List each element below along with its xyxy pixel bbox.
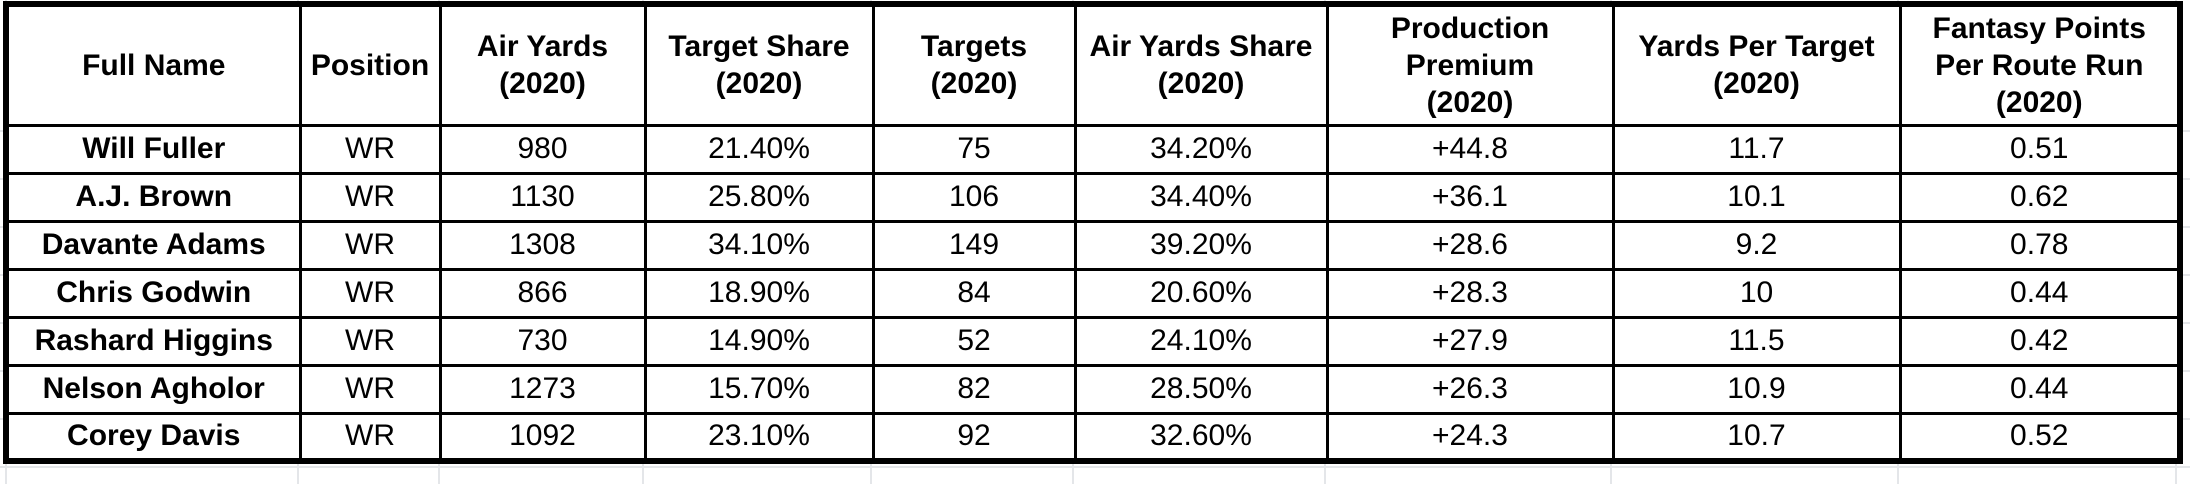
cell-air-yards[interactable]: 730 [438,315,647,367]
header-row: Full Name Position Air Yards (2020) Targ… [4,2,2182,127]
cell-full-name[interactable]: Rashard Higgins [4,315,302,367]
cell-target-share[interactable]: 25.80% [643,171,875,223]
table-row: A.J. Brown WR 1130 25.80% 106 34.40% +36… [4,171,2182,223]
cell-fantasy-points-per-route-run[interactable]: 0.44 [1898,363,2182,415]
cell-yards-per-target[interactable]: 10.9 [1611,363,1902,415]
cell-air-yards-share[interactable]: 24.10% [1073,315,1329,367]
cell-target-share[interactable]: 23.10% [643,411,875,463]
cell-full-name[interactable]: Chris Godwin [4,267,302,319]
gridline-horizontal [0,466,2190,468]
cell-fantasy-points-per-route-run[interactable]: 0.44 [1898,267,2182,319]
cell-air-yards-share[interactable]: 39.20% [1073,219,1329,271]
cell-position[interactable]: WR [298,219,442,271]
cell-air-yards[interactable]: 1308 [438,219,647,271]
cell-air-yards-share[interactable]: 34.40% [1073,171,1329,223]
column-header-production-premium[interactable]: Production Premium (2020) [1325,2,1615,127]
table-row: Nelson Agholor WR 1273 15.70% 82 28.50% … [4,363,2182,415]
cell-position[interactable]: WR [298,267,442,319]
cell-air-yards-share[interactable]: 32.60% [1073,411,1329,463]
cell-yards-per-target[interactable]: 10.7 [1611,411,1902,463]
cell-production-premium[interactable]: +28.6 [1325,219,1615,271]
cell-fantasy-points-per-route-run[interactable]: 0.51 [1898,123,2182,175]
cell-production-premium[interactable]: +44.8 [1325,123,1615,175]
table-header: Full Name Position Air Yards (2020) Targ… [4,2,2182,127]
column-header-position[interactable]: Position [298,2,442,127]
cell-position[interactable]: WR [298,411,442,463]
cell-full-name[interactable]: Nelson Agholor [4,363,302,415]
cell-full-name[interactable]: Davante Adams [4,219,302,271]
cell-production-premium[interactable]: +26.3 [1325,363,1615,415]
player-stats-table: Full Name Position Air Yards (2020) Targ… [3,1,2183,464]
cell-target-share[interactable]: 21.40% [643,123,875,175]
table-body: Will Fuller WR 980 21.40% 75 34.20% +44.… [4,123,2182,463]
column-header-air-yards[interactable]: Air Yards (2020) [438,2,647,127]
cell-air-yards[interactable]: 1092 [438,411,647,463]
cell-fantasy-points-per-route-run[interactable]: 0.42 [1898,315,2182,367]
column-header-target-share[interactable]: Target Share (2020) [643,2,875,127]
column-header-air-yards-share[interactable]: Air Yards Share (2020) [1073,2,1329,127]
cell-air-yards[interactable]: 980 [438,123,647,175]
cell-full-name[interactable]: Corey Davis [4,411,302,463]
cell-production-premium[interactable]: +28.3 [1325,267,1615,319]
cell-yards-per-target[interactable]: 11.7 [1611,123,1902,175]
table-row: Corey Davis WR 1092 23.10% 92 32.60% +24… [4,411,2182,463]
cell-targets[interactable]: 75 [871,123,1077,175]
cell-air-yards[interactable]: 866 [438,267,647,319]
cell-targets[interactable]: 106 [871,171,1077,223]
cell-target-share[interactable]: 15.70% [643,363,875,415]
cell-position[interactable]: WR [298,363,442,415]
column-header-fantasy-points-per-route-run[interactable]: Fantasy Points Per Route Run (2020) [1898,2,2182,127]
cell-targets[interactable]: 82 [871,363,1077,415]
cell-yards-per-target[interactable]: 10 [1611,267,1902,319]
cell-targets[interactable]: 52 [871,315,1077,367]
cell-fantasy-points-per-route-run[interactable]: 0.62 [1898,171,2182,223]
cell-production-premium[interactable]: +36.1 [1325,171,1615,223]
cell-air-yards-share[interactable]: 20.60% [1073,267,1329,319]
cell-targets[interactable]: 149 [871,219,1077,271]
cell-air-yards[interactable]: 1130 [438,171,647,223]
column-header-full-name[interactable]: Full Name [4,2,302,127]
table-row: Davante Adams WR 1308 34.10% 149 39.20% … [4,219,2182,271]
cell-fantasy-points-per-route-run[interactable]: 0.78 [1898,219,2182,271]
cell-air-yards-share[interactable]: 34.20% [1073,123,1329,175]
cell-position[interactable]: WR [298,315,442,367]
cell-position[interactable]: WR [298,123,442,175]
table-row: Will Fuller WR 980 21.40% 75 34.20% +44.… [4,123,2182,175]
cell-yards-per-target[interactable]: 10.1 [1611,171,1902,223]
cell-fantasy-points-per-route-run[interactable]: 0.52 [1898,411,2182,463]
cell-yards-per-target[interactable]: 9.2 [1611,219,1902,271]
cell-air-yards[interactable]: 1273 [438,363,647,415]
column-header-yards-per-target[interactable]: Yards Per Target (2020) [1611,2,1902,127]
cell-full-name[interactable]: Will Fuller [4,123,302,175]
table-row: Rashard Higgins WR 730 14.90% 52 24.10% … [4,315,2182,367]
cell-targets[interactable]: 92 [871,411,1077,463]
table-row: Chris Godwin WR 866 18.90% 84 20.60% +28… [4,267,2182,319]
cell-targets[interactable]: 84 [871,267,1077,319]
cell-position[interactable]: WR [298,171,442,223]
cell-production-premium[interactable]: +27.9 [1325,315,1615,367]
cell-full-name[interactable]: A.J. Brown [4,171,302,223]
cell-yards-per-target[interactable]: 11.5 [1611,315,1902,367]
cell-production-premium[interactable]: +24.3 [1325,411,1615,463]
cell-target-share[interactable]: 34.10% [643,219,875,271]
cell-target-share[interactable]: 14.90% [643,315,875,367]
cell-air-yards-share[interactable]: 28.50% [1073,363,1329,415]
cell-target-share[interactable]: 18.90% [643,267,875,319]
column-header-targets[interactable]: Targets (2020) [871,2,1077,127]
